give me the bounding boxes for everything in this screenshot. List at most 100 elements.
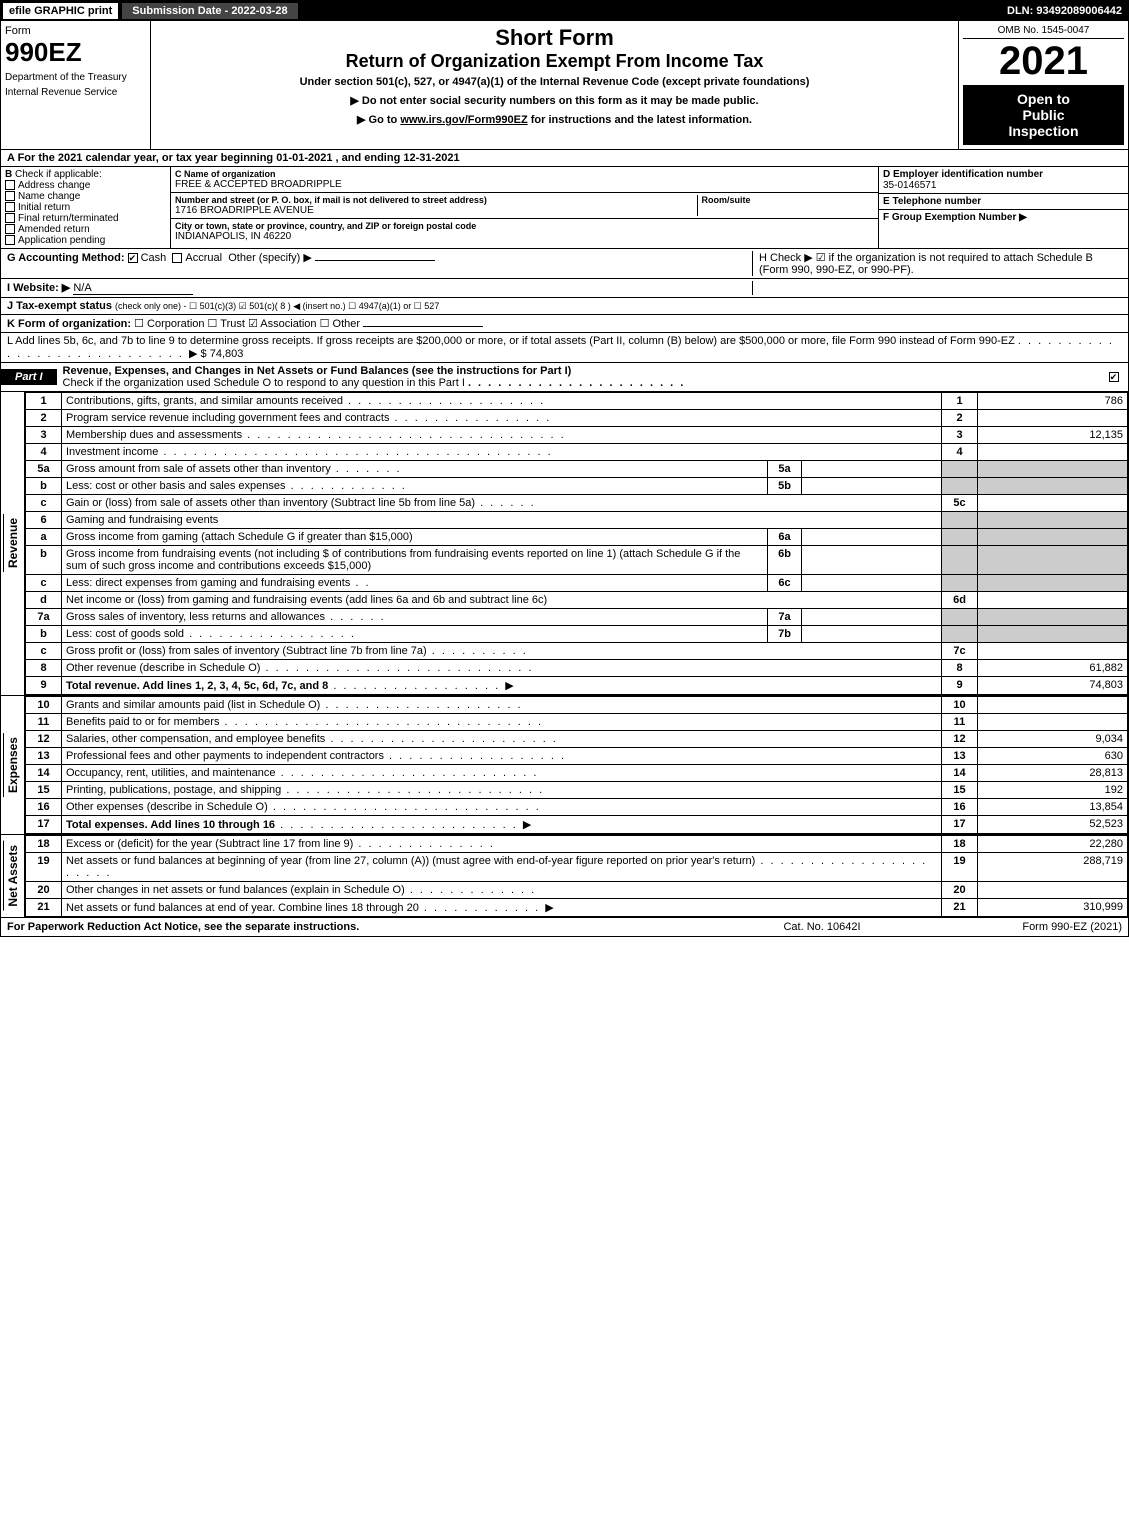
line-19: 19Net assets or fund balances at beginni… [26, 853, 1128, 882]
line-6: 6Gaming and fundraising events [26, 512, 1128, 529]
org-name: FREE & ACCEPTED BROADRIPPLE [175, 179, 874, 190]
i-website-row: I Website: ▶ N/A [1, 279, 1128, 298]
line-13: 13Professional fees and other payments t… [26, 748, 1128, 765]
line-a: A For the 2021 calendar year, or tax yea… [1, 150, 1128, 167]
expenses-side-label: Expenses [1, 696, 25, 834]
netassets-side-label: Net Assets [1, 835, 25, 917]
j-row: J Tax-exempt status (check only one) - ☐… [1, 298, 1128, 315]
j-lbl: J Tax-exempt status [7, 300, 112, 312]
chk-final[interactable] [5, 213, 15, 223]
k-row: K Form of organization: ☐ Corporation ☐ … [1, 315, 1128, 333]
line-6a: aGross income from gaming (attach Schedu… [26, 529, 1128, 546]
h-schedule-b: H Check ▶ ☑ if the organization is not r… [752, 251, 1122, 276]
f-lbl: F Group Exemption Number ▶ [883, 212, 1124, 223]
e-phone: E Telephone number [879, 194, 1128, 210]
chk-amended[interactable] [5, 224, 15, 234]
chk-address[interactable] [5, 180, 15, 190]
omb-number: OMB No. 1545-0047 [963, 25, 1124, 39]
website-value: N/A [73, 282, 193, 295]
line-10: 10Grants and similar amounts paid (list … [26, 697, 1128, 714]
line-15: 15Printing, publications, postage, and s… [26, 782, 1128, 799]
note2-pre: ▶ Go to [357, 114, 400, 126]
l-gross-receipts: L Add lines 5b, 6c, and 7b to line 9 to … [7, 335, 1122, 360]
revenue-table: 1Contributions, gifts, grants, and simil… [25, 392, 1128, 695]
line-20: 20Other changes in net assets or fund ba… [26, 882, 1128, 899]
line-2: 2Program service revenue including gover… [26, 410, 1128, 427]
irs-label: Internal Revenue Service [5, 87, 146, 98]
c-room-lbl: Room/suite [702, 195, 875, 205]
chk-schedule-o[interactable] [1109, 372, 1119, 382]
expenses-table: 10Grants and similar amounts paid (list … [25, 696, 1128, 834]
chk-cash[interactable] [128, 253, 138, 263]
line-11: 11Benefits paid to or for members . . . … [26, 714, 1128, 731]
chk-pending[interactable] [5, 235, 15, 245]
efile-label: efile GRAPHIC print [1, 1, 120, 21]
open3: Inspection [967, 123, 1120, 139]
line-7a: 7aGross sales of inventory, less returns… [26, 609, 1128, 626]
form-number: 990EZ [5, 37, 146, 68]
k-form-org: K Form of organization: ☐ Corporation ☐ … [7, 317, 1122, 330]
note2-post: for instructions and the latest informat… [528, 114, 752, 126]
chk-initial[interactable] [5, 202, 15, 212]
line-5c: cGain or (loss) from sale of assets othe… [26, 495, 1128, 512]
part1-label: Part I [1, 369, 57, 385]
b-opt-address: Address change [5, 180, 166, 191]
g-label: G Accounting Method: [7, 252, 125, 264]
d-lbl: D Employer identification number [883, 169, 1124, 180]
g-other-blank [315, 260, 435, 261]
l-amount: ▶ $ 74,803 [189, 348, 243, 360]
expenses-table-wrap: 10Grants and similar amounts paid (list … [25, 696, 1128, 834]
b-opt-final: Final return/terminated [5, 213, 166, 224]
line-1: 1Contributions, gifts, grants, and simil… [26, 393, 1128, 410]
k-lbl: K Form of organization: [7, 318, 131, 330]
header: Form 990EZ Department of the Treasury In… [1, 21, 1128, 150]
irs-link[interactable]: www.irs.gov/Form990EZ [400, 114, 527, 126]
line-16: 16Other expenses (describe in Schedule O… [26, 799, 1128, 816]
g-accounting: G Accounting Method: Cash Accrual Other … [7, 251, 752, 276]
dept-treasury: Department of the Treasury [5, 72, 146, 83]
footer-mid: Cat. No. 10642I [722, 921, 922, 933]
short-form-title: Short Form [159, 25, 950, 51]
c-addr-row: Number and street (or P. O. box, if mail… [171, 193, 878, 219]
d-ein: D Employer identification number 35-0146… [879, 167, 1128, 194]
b-opt-pending: Application pending [5, 235, 166, 246]
line-6d: dNet income or (loss) from gaming and fu… [26, 592, 1128, 609]
netassets-table-wrap: 18Excess or (deficit) for the year (Subt… [25, 835, 1128, 917]
c-name-row: C Name of organization FREE & ACCEPTED B… [171, 167, 878, 193]
line-8: 8Other revenue (describe in Schedule O) … [26, 660, 1128, 677]
chk-name[interactable] [5, 191, 15, 201]
line-7b: bLess: cost of goods sold . . . . . . . … [26, 626, 1128, 643]
j-detail: (check only one) - ☐ 501(c)(3) ☑ 501(c)(… [115, 301, 439, 311]
dln: DLN: 93492089006442 [1001, 3, 1128, 19]
k-other-blank [363, 326, 483, 327]
org-address: 1716 BROADRIPPLE AVENUE [175, 205, 693, 216]
section-c: C Name of organization FREE & ACCEPTED B… [171, 167, 878, 248]
j-tax-exempt: J Tax-exempt status (check only one) - ☐… [7, 300, 1122, 312]
open-to-public: Open to Public Inspection [963, 85, 1124, 145]
line-6c: cLess: direct expenses from gaming and f… [26, 575, 1128, 592]
chk-accrual[interactable] [172, 253, 182, 263]
line-5b: bLess: cost or other basis and sales exp… [26, 478, 1128, 495]
note-link: ▶ Go to www.irs.gov/Form990EZ for instru… [159, 113, 950, 126]
form-container: efile GRAPHIC print Submission Date - 20… [0, 0, 1129, 937]
form-word: Form [5, 25, 146, 37]
header-left: Form 990EZ Department of the Treasury In… [1, 21, 151, 149]
info-block: B Check if applicable: Address change Na… [1, 167, 1128, 249]
line-5a: 5aGross amount from sale of assets other… [26, 461, 1128, 478]
b-opt-name: Name change [5, 191, 166, 202]
subtitle: Under section 501(c), 527, or 4947(a)(1)… [159, 76, 950, 88]
line-6b: bGross income from fundraising events (n… [26, 546, 1128, 575]
footer: For Paperwork Reduction Act Notice, see … [1, 918, 1128, 936]
part1-subcheck: Check if the organization used Schedule … [63, 377, 465, 389]
g-h-row: G Accounting Method: Cash Accrual Other … [1, 249, 1128, 279]
header-right: OMB No. 1545-0047 2021 Open to Public In… [958, 21, 1128, 149]
open1: Open to [967, 91, 1120, 107]
line-9: 9Total revenue. Add lines 1, 2, 3, 4, 5c… [26, 677, 1128, 695]
i-lbl: I Website: ▶ [7, 282, 70, 294]
org-city: INDIANAPOLIS, IN 46220 [175, 231, 874, 242]
c-city-row: City or town, state or province, country… [171, 219, 878, 244]
revenue-section: Revenue 1Contributions, gifts, grants, a… [1, 392, 1128, 696]
b-check-if: Check if applicable: [15, 169, 102, 180]
line-3: 3Membership dues and assessments . . . .… [26, 427, 1128, 444]
revenue-table-wrap: 1Contributions, gifts, grants, and simil… [25, 392, 1128, 695]
